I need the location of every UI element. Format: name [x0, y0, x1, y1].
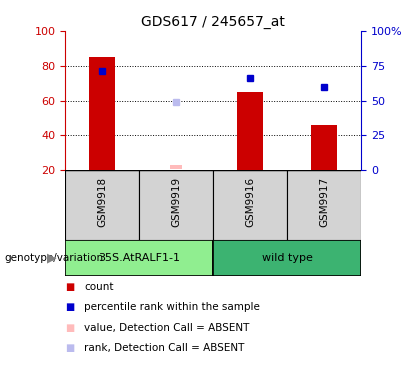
Text: GSM9917: GSM9917: [319, 177, 329, 227]
Bar: [311, 125, 337, 170]
Text: GSM9916: GSM9916: [245, 177, 255, 227]
Bar: [65, 170, 139, 240]
Title: GDS617 / 245657_at: GDS617 / 245657_at: [141, 15, 285, 29]
Bar: [139, 170, 213, 240]
Bar: [89, 57, 115, 170]
Text: genotype/variation: genotype/variation: [4, 253, 103, 263]
Text: GSM9919: GSM9919: [171, 177, 181, 227]
Bar: [170, 165, 182, 169]
Text: 35S.AtRALF1-1: 35S.AtRALF1-1: [98, 253, 180, 263]
Text: ■: ■: [65, 282, 74, 292]
Bar: [213, 170, 287, 240]
Text: percentile rank within the sample: percentile rank within the sample: [84, 302, 260, 313]
Bar: [213, 240, 361, 276]
Text: value, Detection Call = ABSENT: value, Detection Call = ABSENT: [84, 322, 249, 333]
Bar: [237, 92, 263, 170]
Text: ■: ■: [65, 343, 74, 353]
Text: GSM9918: GSM9918: [97, 177, 107, 227]
Text: ■: ■: [65, 302, 74, 313]
Text: count: count: [84, 282, 113, 292]
Text: rank, Detection Call = ABSENT: rank, Detection Call = ABSENT: [84, 343, 244, 353]
Text: ■: ■: [65, 322, 74, 333]
Bar: [287, 170, 361, 240]
Bar: [65, 240, 213, 276]
Text: wild type: wild type: [262, 253, 312, 263]
Text: ▶: ▶: [47, 251, 57, 265]
